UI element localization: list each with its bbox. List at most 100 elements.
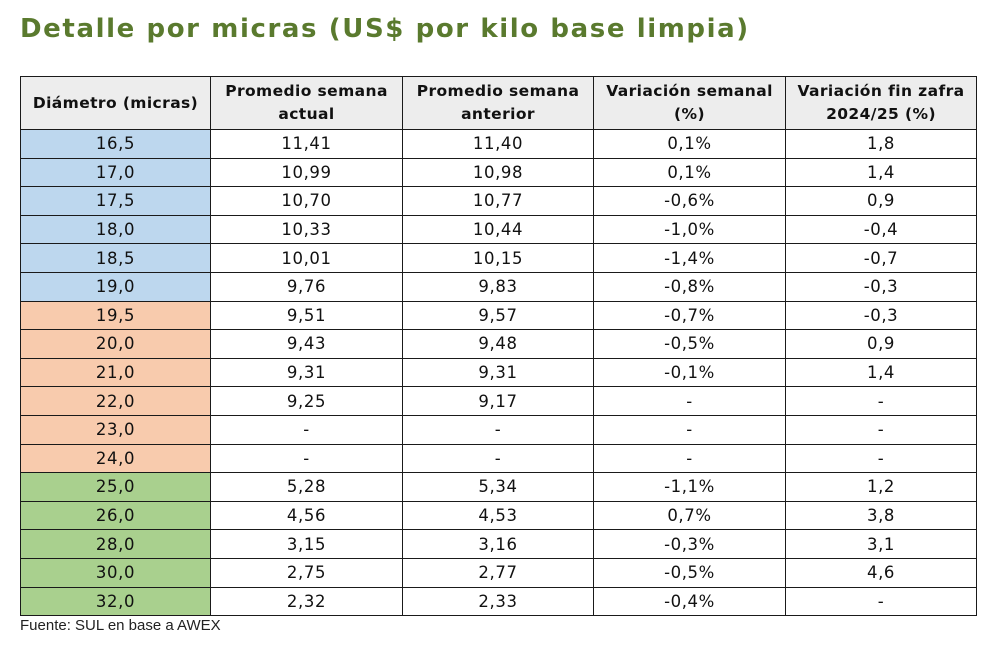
season-variation-cell: 1,4 — [785, 357, 977, 388]
diameter-cell: 24,0 — [20, 443, 211, 474]
previous-week-cell: 9,31 — [402, 357, 594, 388]
previous-week-cell: 9,48 — [402, 329, 594, 359]
season-variation-cell: - — [785, 414, 977, 445]
current-week-cell: 2,32 — [210, 586, 403, 617]
table-row: 23,0- - - - — [20, 414, 977, 445]
previous-week-cell: 9,57 — [402, 300, 594, 331]
diameter-cell: 26,0 — [20, 500, 211, 531]
table-header-row: Diámetro (micras) Promedio semana actual… — [20, 76, 977, 130]
current-week-cell: 9,51 — [210, 300, 403, 331]
table-row: 22,0 9,25 9,17- - — [20, 386, 977, 416]
diameter-cell: 25,0 — [20, 472, 211, 502]
season-variation-cell: 4,6 — [785, 557, 977, 588]
weekly-variation-cell: -1,4% — [593, 243, 786, 273]
weekly-variation-cell: 0,7% — [593, 500, 786, 531]
previous-week-cell: 10,15 — [402, 243, 594, 273]
season-variation-cell: - — [785, 386, 977, 416]
current-week-cell: 10,01 — [210, 243, 403, 273]
micron-price-table: Diámetro (micras) Promedio semana actual… — [20, 76, 977, 617]
current-week-cell: 10,99 — [210, 157, 403, 188]
table-row: 24,0- - - - — [20, 443, 977, 474]
previous-week-cell: 11,40 — [402, 129, 594, 159]
season-variation-cell: -0,4 — [785, 214, 977, 245]
table-row: 19,0 9,76 9,83 -0,8% -0,3 — [20, 271, 977, 302]
table-row: 32,0 2,32 2,33 -0,4% - — [20, 586, 977, 617]
weekly-variation-cell: - — [593, 414, 786, 445]
diameter-cell: 18,0 — [20, 214, 211, 245]
weekly-variation-cell: -0,1% — [593, 357, 786, 388]
previous-week-cell: - — [402, 443, 594, 474]
previous-week-cell: 10,98 — [402, 157, 594, 188]
season-variation-cell: 1,4 — [785, 157, 977, 188]
table-row: 20,0 9,43 9,48 -0,5% 0,9 — [20, 329, 977, 359]
header-previous-week-avg: Promedio semana anterior — [402, 76, 594, 130]
current-week-cell: - — [210, 443, 403, 474]
previous-week-cell: 2,33 — [402, 586, 594, 617]
current-week-cell: 10,33 — [210, 214, 403, 245]
previous-week-cell: 4,53 — [402, 500, 594, 531]
diameter-cell: 18,5 — [20, 243, 211, 273]
current-week-cell: 4,56 — [210, 500, 403, 531]
current-week-cell: - — [210, 414, 403, 445]
diameter-cell: 22,0 — [20, 386, 211, 416]
diameter-cell: 23,0 — [20, 414, 211, 445]
table-row: 26,0 4,56 4,53 0,7% 3,8 — [20, 500, 977, 531]
table-row: 19,5 9,51 9,57 -0,7% -0,3 — [20, 300, 977, 331]
weekly-variation-cell: -1,0% — [593, 214, 786, 245]
season-variation-cell: -0,3 — [785, 300, 977, 331]
weekly-variation-cell: -0,5% — [593, 557, 786, 588]
previous-week-cell: 9,83 — [402, 271, 594, 302]
season-variation-cell: - — [785, 443, 977, 474]
weekly-variation-cell: -0,3% — [593, 529, 786, 559]
diameter-cell: 17,5 — [20, 186, 211, 216]
current-week-cell: 2,75 — [210, 557, 403, 588]
diameter-cell: 21,0 — [20, 357, 211, 388]
season-variation-cell: -0,3 — [785, 271, 977, 302]
season-variation-cell: 0,9 — [785, 186, 977, 216]
weekly-variation-cell: 0,1% — [593, 157, 786, 188]
diameter-cell: 19,5 — [20, 300, 211, 331]
table-row: 17,5 10,70 10,77 -0,6% 0,9 — [20, 186, 977, 216]
header-current-week-avg: Promedio semana actual — [210, 76, 403, 130]
table-row: 17,0 10,99 10,98 0,1% 1,4 — [20, 157, 977, 188]
previous-week-cell: 2,77 — [402, 557, 594, 588]
previous-week-cell: 10,44 — [402, 214, 594, 245]
diameter-cell: 30,0 — [20, 557, 211, 588]
source-note: Fuente: SUL en base a AWEX — [20, 617, 221, 634]
weekly-variation-cell: -0,8% — [593, 271, 786, 302]
previous-week-cell: 3,16 — [402, 529, 594, 559]
diameter-cell: 20,0 — [20, 329, 211, 359]
weekly-variation-cell: 0,1% — [593, 129, 786, 159]
weekly-variation-cell: -0,5% — [593, 329, 786, 359]
diameter-cell: 19,0 — [20, 271, 211, 302]
weekly-variation-cell: -0,4% — [593, 586, 786, 617]
weekly-variation-cell: - — [593, 443, 786, 474]
weekly-variation-cell: -0,6% — [593, 186, 786, 216]
table-row: 30,0 2,75 2,77 -0,5% 4,6 — [20, 557, 977, 588]
table-row: 16,5 11,41 11,40 0,1% 1,8 — [20, 129, 977, 159]
season-variation-cell: 0,9 — [785, 329, 977, 359]
season-variation-cell: -0,7 — [785, 243, 977, 273]
weekly-variation-cell: -0,7% — [593, 300, 786, 331]
previous-week-cell: 9,17 — [402, 386, 594, 416]
previous-week-cell: - — [402, 414, 594, 445]
current-week-cell: 9,76 — [210, 271, 403, 302]
diameter-cell: 16,5 — [20, 129, 211, 159]
table-row: 18,0 10,33 10,44 -1,0% -0,4 — [20, 214, 977, 245]
table-row: 18,5 10,01 10,15 -1,4% -0,7 — [20, 243, 977, 273]
previous-week-cell: 10,77 — [402, 186, 594, 216]
header-diameter: Diámetro (micras) — [20, 76, 211, 130]
season-variation-cell: - — [785, 586, 977, 617]
current-week-cell: 11,41 — [210, 129, 403, 159]
current-week-cell: 9,43 — [210, 329, 403, 359]
page-title: Detalle por micras (US$ por kilo base li… — [20, 14, 750, 44]
weekly-variation-cell: - — [593, 386, 786, 416]
current-week-cell: 9,25 — [210, 386, 403, 416]
table-row: 28,0 3,15 3,16 -0,3% 3,1 — [20, 529, 977, 559]
table-row: 21,0 9,31 9,31 -0,1% 1,4 — [20, 357, 977, 388]
current-week-cell: 3,15 — [210, 529, 403, 559]
previous-week-cell: 5,34 — [402, 472, 594, 502]
season-variation-cell: 3,8 — [785, 500, 977, 531]
current-week-cell: 10,70 — [210, 186, 403, 216]
table-body: 16,5 11,41 11,40 0,1% 1,8 17,0 10,99 10,98 0,1% 1… — [20, 129, 977, 617]
